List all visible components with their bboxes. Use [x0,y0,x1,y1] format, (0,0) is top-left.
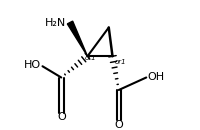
Text: H₂N: H₂N [45,18,66,28]
Text: O: O [114,120,123,130]
Text: HO: HO [24,60,41,70]
Polygon shape [67,21,88,56]
Text: OH: OH [148,72,165,82]
Text: or1: or1 [85,55,96,61]
Text: or1: or1 [114,59,126,65]
Text: O: O [57,112,66,122]
